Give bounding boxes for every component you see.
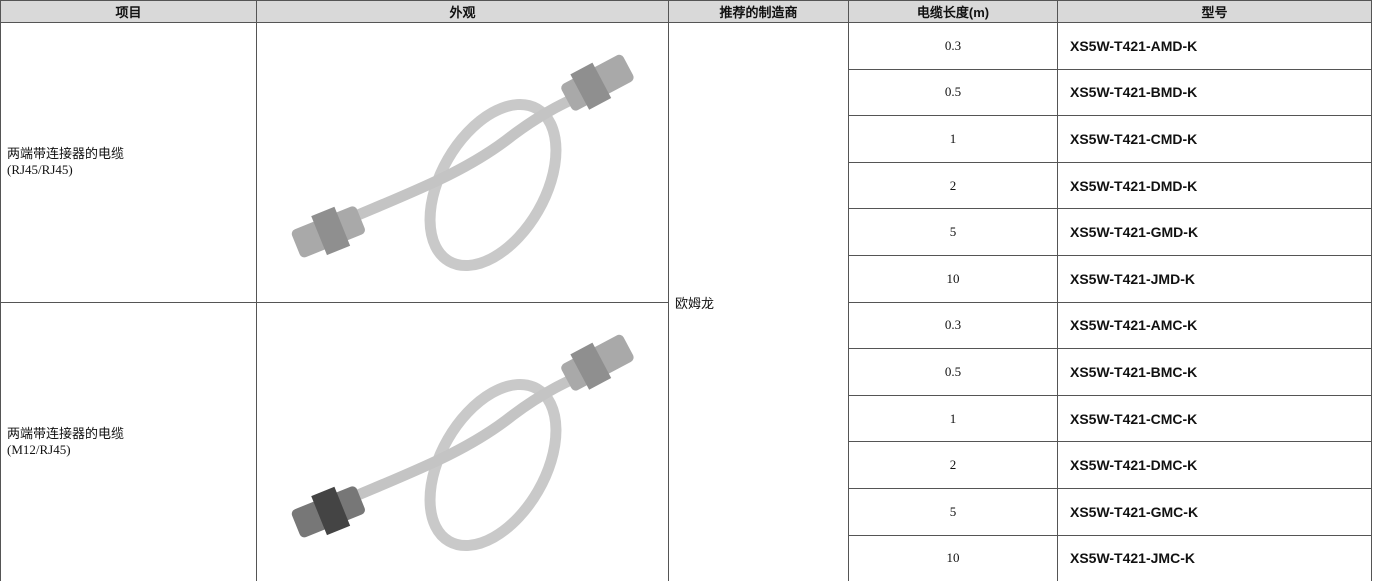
manufacturer-cell: 欧姆龙 (668, 21, 849, 581)
length-cell: 2 (848, 161, 1058, 210)
cable-image (291, 334, 634, 551)
model-cell: XS5W-T421-DMC-K (1057, 441, 1372, 489)
length-cell: 0.3 (848, 301, 1058, 350)
image-cell (256, 22, 669, 303)
model-cell: XS5W-T421-GMC-K (1057, 487, 1372, 536)
table-row: 10 XS5W-T421-JMD-K (1, 254, 1372, 303)
item-text: 两端带连接器的电缆 (7, 146, 125, 162)
length-cell: 2 (848, 441, 1058, 489)
header-cell: 项目 (0, 0, 257, 23)
model-cell: XS5W-T421-BMC-K (1057, 348, 1372, 396)
image-cell (256, 301, 669, 581)
cable-image (291, 55, 634, 272)
model-cell: XS5W-T421-JMD-K (1057, 254, 1372, 303)
header-cell: 推荐的制造商 (668, 0, 849, 23)
length-cell: 10 (848, 534, 1058, 581)
length-cell: 5 (848, 487, 1058, 536)
length-cell: 0.5 (848, 348, 1058, 396)
model-cell: XS5W-T421-CMC-K (1057, 394, 1372, 443)
length-cell: 0.3 (848, 22, 1058, 70)
header-row: 项目 外观 推荐的制造商 电缆长度(m) 型号 (0, 0, 1372, 23)
length-cell: 10 (848, 254, 1058, 303)
table-row: 0.5 XS5W-T421-BMD-K (1, 68, 1372, 117)
length-cell: 1 (848, 394, 1058, 443)
item-text: (M12/RJ45) (7, 441, 71, 457)
model-cell: XS5W-T421-BMD-K (1057, 68, 1372, 117)
model-cell: XS5W-T421-GMD-K (1057, 208, 1372, 256)
header-cell: 型号 (1057, 0, 1372, 23)
item-cell: 两端带连接器的电缆 (M12/RJ45) (0, 301, 257, 581)
table-row: 10 XS5W-T421-JMC-K (1, 534, 1372, 581)
model-cell: XS5W-T421-JMC-K (1057, 534, 1372, 581)
item-cell: 两端带连接器的电缆 (RJ45/RJ45) (0, 22, 257, 303)
header-cell: 电缆长度(m) (848, 0, 1058, 23)
model-cell: XS5W-T421-DMD-K (1057, 161, 1372, 210)
item-text: 两端带连接器的电缆 (7, 425, 125, 441)
table-row: 两端带连接器的电缆 (RJ45/RJ45) 欧姆龙 0.3 XS5W-T421-AMD… (0, 21, 1372, 581)
table-row: 0.5 XS5W-T421-BMC-K (1, 348, 1372, 396)
length-cell: 0.5 (848, 68, 1058, 117)
model-cell: XS5W-T421-AMD-K (1057, 22, 1372, 70)
table-row: 5 XS5W-T421-GMC-K (1, 487, 1372, 536)
model-cell: XS5W-T421-AMC-K (1057, 301, 1372, 350)
table-row: 两端带连接器的电缆 (M12/RJ45) 0.3 XS5W-T421-AMC-K (0, 301, 1372, 581)
table-row: 2 XS5W-T421-DMC-K (1, 441, 1372, 489)
length-cell: 1 (848, 115, 1058, 163)
header-cell: 外观 (256, 0, 669, 23)
model-cell: XS5W-T421-CMD-K (1057, 115, 1372, 163)
item-text: (RJ45/RJ45) (7, 162, 73, 178)
table-row: 5 XS5W-T421-GMD-K (1, 208, 1372, 256)
length-cell: 5 (848, 208, 1058, 256)
